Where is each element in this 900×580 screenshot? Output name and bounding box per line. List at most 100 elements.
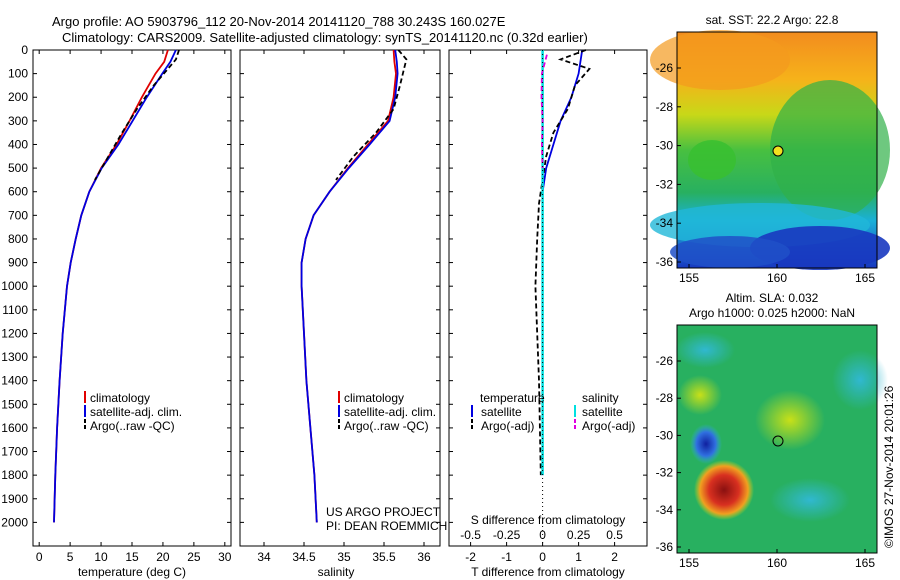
difference-legend: temperature satellite Argo(-adj) salinit… [471,391,635,433]
difference-plot: -2 -1 0 1 2 -0.5 -0.25 0 0.25 0.5 [460,49,623,564]
lat-tick-label: -32 [656,466,674,480]
sla-map-title-2: Argo h1000: 0.025 h2000: NaN [689,306,855,320]
pi-annotation: PI: DEAN ROEMMICH [326,519,447,533]
sla-map-axes: 155 160 165 -26 -28 -30 -32 -34 -36 [656,354,876,570]
sst-blue-patch [750,226,890,270]
x-tick-label: 10 [94,550,108,564]
difference-axis-label: T difference from climatology [471,565,625,579]
depth-tick-label: 500 [8,161,28,175]
lat-tick-label: -26 [656,61,674,75]
x-tick-label: 0 [539,550,546,564]
series-line [335,49,408,181]
sla-map-title-1: Altim. SLA: 0.032 [726,291,819,305]
legend-label-t-satellite: satellite [481,405,522,419]
legend-label-t-argo: Argo(-adj) [481,419,534,433]
legend-label-argo: Argo(..raw -QC) [344,419,429,433]
lat-tick-label: -34 [656,216,674,230]
legend-label-climatology: climatology [90,391,150,405]
imos-timestamp: ©IMOS 27-Nov-2014 20:01:26 [882,385,896,548]
difference-top-axis-label: S difference from climatology [471,513,626,527]
depth-tick-label: 1400 [1,374,28,388]
x-tick-label: 15 [125,550,139,564]
series-line [300,49,397,523]
lat-tick-label: -30 [656,139,674,153]
x-tick-label: 35 [337,550,351,564]
sla-cyan-patch-2 [832,350,888,410]
x-tick-label: 25 [187,550,201,564]
series-line [541,49,584,476]
sla-yellow-patch-2 [678,375,722,415]
lon-tick-label: 160 [767,556,787,570]
depth-axis: 0 100 200 300 400 500 600 700 800 900 1000 1100 1200… [1,43,647,529]
lat-tick-label: -30 [656,428,674,442]
lon-tick-label: 155 [679,556,699,570]
depth-tick-label: 300 [8,114,28,128]
depth-tick-label: 1700 [1,445,28,459]
depth-tick-label: 0 [21,43,28,57]
depth-tick-label: 100 [8,67,28,81]
series-line [53,49,169,523]
depth-tick-label: 1800 [1,468,28,482]
sst-blue-patch-2 [670,236,790,268]
x-top-tick-label: 0.25 [567,528,591,542]
difference-panel-frame [448,49,648,547]
x-top-tick-label: 0.5 [606,528,623,542]
depth-tick-label: 900 [8,256,28,270]
lon-tick-label: 160 [767,271,787,285]
header-line2: Climatology: CARS2009. Satellite-adjuste… [62,30,588,45]
x-top-tick-label: -0.25 [493,528,521,542]
sst-map-title: sat. SST: 22.2 Argo: 22.8 [706,13,839,27]
legend-label-argo: Argo(..raw -QC) [90,419,175,433]
depth-tick-label: 200 [8,90,28,104]
lat-tick-label: -36 [656,255,674,269]
series-line [534,49,591,476]
legend-label-satellite: satellite-adj. clim. [344,405,436,419]
sla-cyan-patch [675,332,735,368]
legend-heading-temperature: temperature [480,391,545,405]
temperature-axis-label: temperature (deg C) [78,565,186,579]
lon-tick-label: 165 [855,271,875,285]
temperature-panel-frame [32,49,232,547]
lat-tick-label: -28 [656,100,674,114]
legend-heading-salinity: salinity [582,391,619,405]
legend-label-climatology: climatology [344,391,404,405]
x-tick-label: 34.5 [292,550,316,564]
salinity-legend: climatology satellite-adj. clim. Argo(..… [338,391,436,433]
lat-tick-label: -26 [656,354,674,368]
lat-tick-label: -32 [656,177,674,191]
salinity-panel-frame [239,49,441,547]
legend-label-s-argo: Argo(-adj) [582,419,635,433]
header-line1: Argo profile: AO 5903796_112 20-Nov-2014… [52,14,506,29]
x-tick-label: 34 [257,550,271,564]
x-tick-label: 36 [417,550,431,564]
depth-tick-label: 1900 [1,492,28,506]
sla-yellow-patch [755,390,825,450]
depth-tick-label: 1100 [2,303,28,317]
salinity-axis-label: salinity [318,565,355,579]
x-tick-label: 2 [611,550,618,564]
project-annotation: US ARGO PROJECT [326,505,441,519]
x-tick-label: -1 [501,550,512,564]
depth-tick-label: 700 [8,208,28,222]
legend-label-s-satellite: satellite [582,405,623,419]
sst-warm-patch [650,30,790,90]
lat-tick-label: -34 [656,503,674,517]
x-tick-label: -2 [465,550,476,564]
x-tick-label: 30 [218,550,232,564]
lon-tick-label: 155 [679,271,699,285]
salinity-plot: 34 34.5 35 35.5 36 [257,49,431,564]
sla-cyan-patch-3 [770,478,850,522]
lat-tick-label: -28 [656,391,674,405]
sst-map-axes: 155 160 165 -26 -28 -30 -32 -34 -36 [656,61,876,285]
temperature-legend: climatology satellite-adj. clim. Argo(..… [84,391,182,433]
depth-tick-label: 1600 [1,421,28,435]
depth-tick-label: 600 [8,185,28,199]
x-top-tick-label: -0.5 [460,528,481,542]
legend-label-satellite: satellite-adj. clim. [90,405,182,419]
sst-green-blob [688,140,736,180]
series-line [540,54,548,169]
sla-cold-eddy [690,424,722,464]
sla-warm-eddy [694,460,754,520]
depth-tick-label: 800 [8,232,28,246]
